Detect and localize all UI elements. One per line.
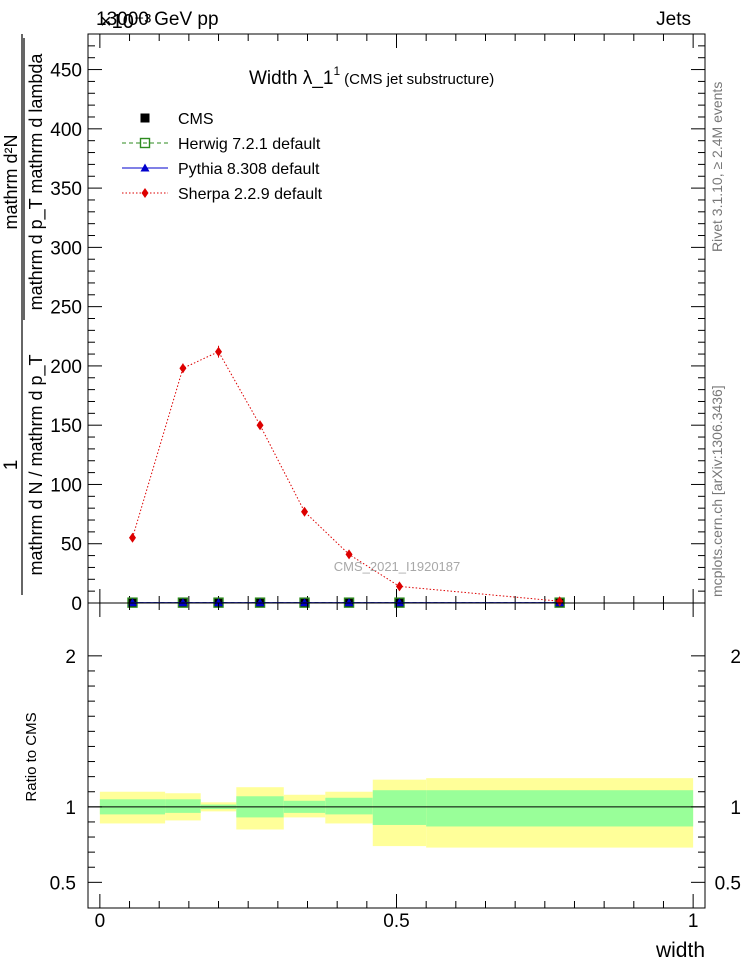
x-tick-label: 0: [95, 911, 106, 932]
data-point: [255, 598, 265, 607]
ratio-stat-band: [165, 799, 201, 813]
ratio-bands: [99, 778, 694, 848]
legend-label: CMS: [178, 111, 214, 128]
data-point: [256, 420, 264, 431]
legend-label: Sherpa 2.2.9 default: [178, 186, 323, 203]
ratio-stat-band: [325, 797, 373, 815]
y-tick-label: 100: [50, 475, 82, 496]
y-tick-label: 50: [61, 535, 82, 556]
x-tick-label: 1: [688, 911, 699, 932]
x-axis-label: width: [655, 939, 705, 962]
data-point: [179, 363, 187, 374]
ylabel-right-denominator: mathrm d p_T mathrm d lambda: [26, 53, 47, 311]
main-y-axis: 0 50 100 150 200 250 300 350 400 450: [50, 33, 705, 615]
y-tick-label: 350: [50, 179, 82, 200]
watermark: CMS_2021_I1920187: [334, 559, 461, 574]
ylabel-numerator-one: 1: [1, 460, 22, 471]
y-tick-label: 150: [50, 416, 82, 437]
ratio-panel: 0.5 0.51 12 2 0 0.5 1 Ratio to CMS width: [23, 602, 741, 962]
chart-title-main: Width λ_1: [249, 68, 333, 89]
chart-title-small: (CMS jet substructure): [344, 71, 494, 88]
ratio-y-axis: 0.5 0.5 1 1 2 2: [50, 647, 741, 894]
chart-title-sup: 1: [333, 64, 340, 78]
ratio-y-tick-label: 2: [65, 647, 76, 668]
y-tick-label: 200: [50, 357, 82, 378]
energy-label: 13000 GeV pp: [96, 9, 219, 30]
ratio-panel-frame: [87, 602, 706, 909]
data-point: [127, 598, 137, 607]
legend-marker: [140, 113, 150, 123]
ratio-stat-band: [372, 790, 427, 825]
data-point: [344, 598, 354, 607]
y-tick-label: 300: [50, 238, 82, 259]
data-point: [556, 596, 564, 607]
data-point: [395, 581, 403, 592]
legend-item: CMS: [140, 111, 214, 128]
mcplots-note: mcplots.cern.ch [arXiv:1306.3436]: [709, 385, 725, 597]
series-3: [128, 345, 564, 607]
data-point: [301, 506, 309, 517]
data-point: [128, 532, 136, 543]
ratio-y-label: Ratio to CMS: [23, 712, 40, 801]
rivet-note: Rivet 3.1.10, ≥ 2.4M events: [709, 82, 725, 252]
ratio-y-tick-label-right: 1: [730, 798, 741, 819]
series-line: [132, 351, 560, 602]
y-tick-label: 250: [50, 298, 82, 319]
legend-label: Herwig 7.2.1 default: [178, 136, 321, 153]
data-point: [300, 598, 310, 607]
svg-text:Width λ_11(CMS jet substructur: Width λ_11 (CMS jet substructure): [249, 64, 494, 89]
main-panel: 0 50 100 150 200 250 300 350 400 450 ×10⁻³ 13000 …: [1, 9, 725, 615]
y-axis-label-top: 1 mathrm d N / mathrm d p_T mathrm d²N m…: [1, 34, 47, 595]
legend: CMS Herwig 7.2.1 default Pythia 8.308 defa…: [122, 111, 323, 203]
data-point: [178, 598, 188, 607]
y-tick-label: 400: [50, 120, 82, 141]
data-point: [345, 549, 353, 560]
x-tick-label: 0.5: [383, 911, 409, 932]
legend-item: Sherpa 2.2.9 default: [122, 186, 323, 203]
ratio-y-tick-label-right: 2: [730, 647, 741, 668]
ylabel-left-denominator: mathrm d N / mathrm d p_T: [26, 354, 47, 575]
legend-marker: [141, 188, 149, 198]
category-label: Jets: [656, 9, 691, 30]
ratio-y-tick-label: 0.5: [50, 873, 76, 894]
legend-marker: [139, 137, 151, 149]
legend-label: Pythia 8.308 default: [178, 161, 320, 178]
data-point: [214, 598, 224, 607]
ratio-x-axis: 0 0.5 1: [95, 603, 699, 932]
ratio-y-tick-label: 1: [65, 798, 76, 819]
y-tick-label: 450: [50, 61, 82, 82]
data-point: [215, 346, 223, 357]
y-tick-label: 0: [71, 594, 82, 615]
legend-marker: [140, 163, 150, 172]
chart-title: Width λ_11 (CMS jet substructure): [249, 64, 494, 89]
data-point: [394, 598, 404, 607]
exponent-label: ×10⁻³: [100, 11, 151, 33]
legend-item: Pythia 8.308 default: [122, 161, 320, 178]
legend-item: Herwig 7.2.1 default: [122, 136, 321, 153]
ratio-stat-band: [426, 790, 694, 827]
ratio-y-tick-label-right: 0.5: [715, 873, 741, 894]
ylabel-right-numerator: mathrm d²N: [1, 134, 21, 229]
